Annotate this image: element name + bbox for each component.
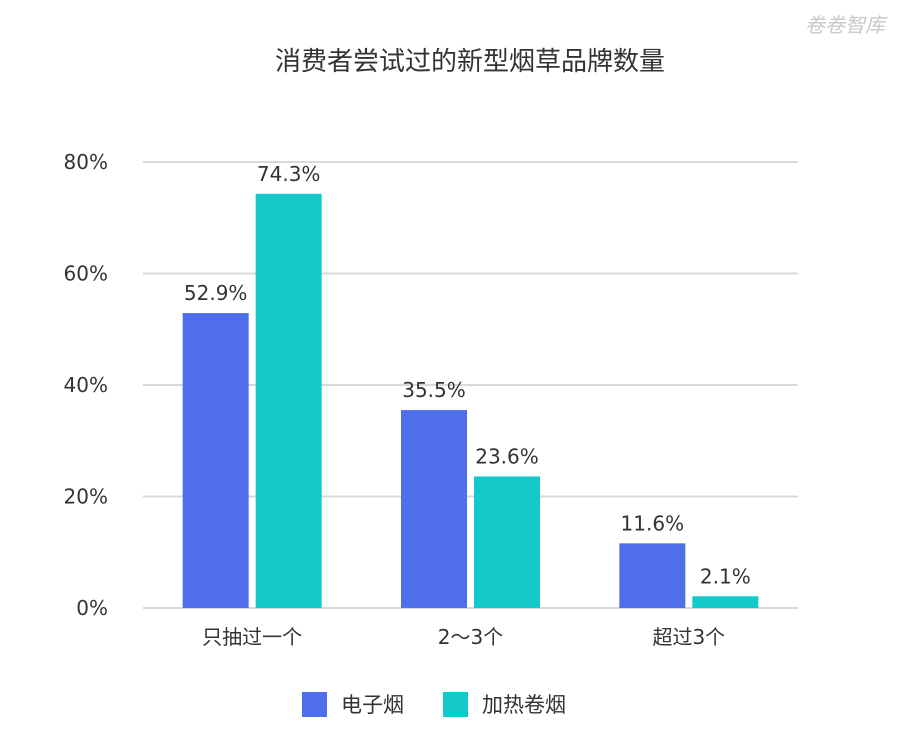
bar-e-cigarette (182, 313, 249, 608)
legend: 电子烟 加热卷烟 (302, 692, 566, 717)
legend-label: 加热卷烟 (482, 693, 566, 717)
bar-e-cigarette (619, 543, 686, 608)
chart-title: 消费者尝试过的新型烟草品牌数量 (275, 47, 665, 77)
data-label: 11.6% (621, 511, 685, 535)
data-label: 35.5% (402, 378, 466, 402)
y-axis-ticks: 0% 20% 40% 60% 80% (64, 150, 108, 620)
category-label: 只抽过一个 (202, 625, 302, 649)
category-label: 2～3个 (438, 625, 503, 649)
data-label: 2.1% (700, 564, 751, 588)
bar-heated-tobacco (255, 193, 322, 608)
y-tick-label: 40% (64, 373, 108, 397)
data-label: 74.3% (257, 162, 321, 186)
x-axis-categories: 只抽过一个 2～3个 超过3个 (202, 625, 725, 649)
legend-label: 电子烟 (341, 693, 404, 717)
bar-e-cigarette (401, 410, 467, 608)
y-tick-label: 20% (64, 485, 108, 509)
y-tick-label: 0% (76, 596, 108, 620)
category-label: 超过3个 (652, 625, 725, 649)
gridlines (143, 161, 798, 609)
legend-swatch (443, 692, 468, 717)
data-label: 52.9% (184, 281, 248, 305)
data-labels: 52.9% 74.3% 35.5% 23.6% 11.6% 2.1% (184, 162, 751, 589)
bars (182, 193, 759, 608)
watermark-text: 卷卷智库 (805, 13, 888, 37)
bar-heated-tobacco (474, 476, 540, 608)
y-tick-label: 80% (64, 150, 108, 174)
data-label: 23.6% (475, 444, 539, 468)
legend-swatch (302, 692, 327, 717)
y-tick-label: 60% (64, 262, 108, 286)
bar-heated-tobacco (692, 596, 759, 608)
